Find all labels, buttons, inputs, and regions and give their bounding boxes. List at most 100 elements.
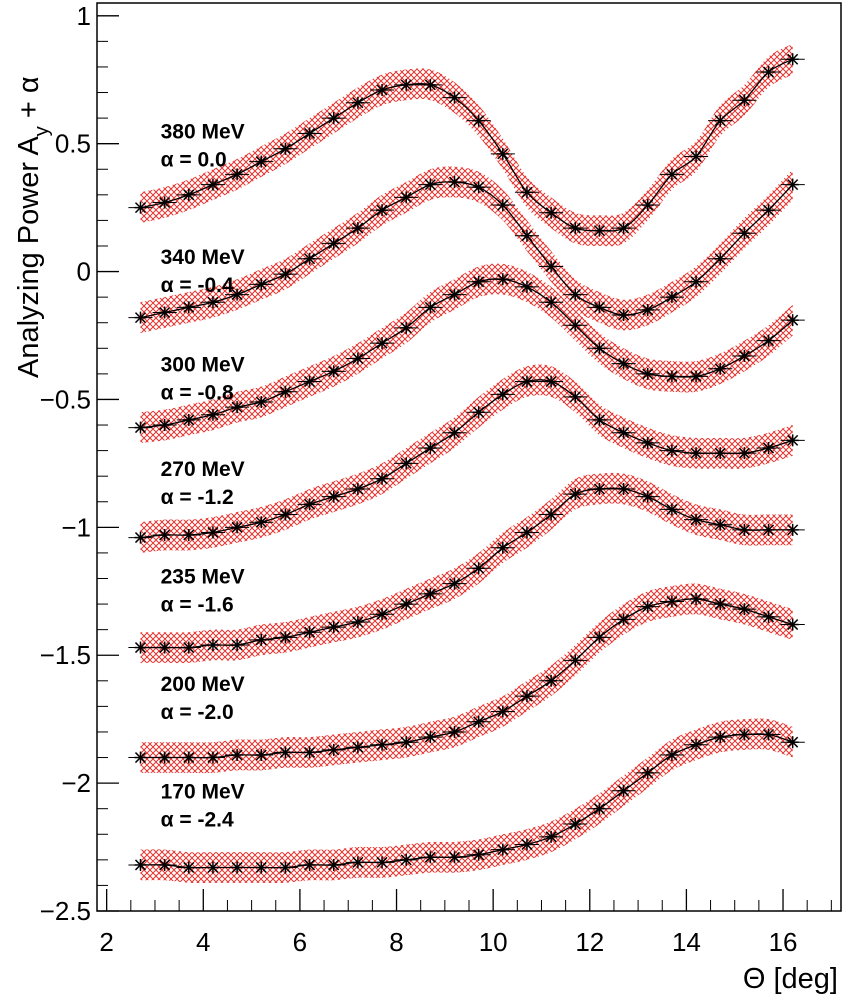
data-point	[635, 199, 660, 212]
data-point	[297, 746, 322, 759]
data-point	[587, 802, 612, 815]
data-point	[394, 78, 419, 91]
data-point	[394, 736, 419, 749]
data-point	[490, 705, 515, 718]
data-point	[732, 227, 757, 240]
data-point	[514, 186, 540, 199]
data-point	[539, 674, 564, 687]
data-point	[418, 851, 443, 864]
data-point	[321, 858, 346, 871]
data-point	[176, 529, 201, 542]
data-point	[297, 498, 322, 511]
data-point	[225, 168, 250, 181]
axes: 2 4 6 8 10 12 14 16 1 0.5 0 −0.5 −1 −1.5 −2 −2.5	[40, 1, 832, 957]
x-tick-label: 6	[293, 927, 307, 957]
data-point	[176, 641, 201, 654]
data-point	[514, 838, 540, 851]
data-point	[683, 370, 709, 383]
data-point	[225, 401, 250, 414]
series-alpha-label: α = -2.0	[161, 701, 234, 724]
data-point	[611, 222, 636, 235]
data-point	[466, 406, 491, 419]
data-point	[200, 178, 226, 191]
y-tick-label: 1	[77, 1, 91, 31]
data-point	[563, 654, 588, 667]
x-tick-label: 10	[479, 927, 508, 957]
data-point	[152, 751, 177, 764]
band-3	[140, 364, 793, 553]
curve-3	[140, 379, 793, 539]
data-point	[225, 638, 250, 651]
y-tick-label: −0.5	[40, 384, 91, 414]
data-point	[732, 94, 757, 107]
data-point	[635, 766, 660, 779]
data-point	[490, 199, 515, 212]
data-point	[249, 861, 274, 874]
data-point	[442, 288, 467, 301]
data-point	[635, 367, 660, 380]
data-point	[756, 728, 781, 741]
data-point	[345, 741, 370, 754]
data-point	[490, 541, 515, 554]
data-point	[780, 434, 805, 447]
series-energy-label: 270 MeV	[161, 458, 245, 481]
data-point	[273, 861, 298, 874]
data-point	[563, 390, 588, 403]
series-alpha-label: α = -1.6	[161, 594, 234, 617]
data-point	[442, 91, 467, 104]
y-axis-title: Analyzing Power Ay + α	[13, 76, 53, 378]
series-alpha-label: α = -2.4	[161, 808, 234, 831]
x-tick-label: 16	[769, 927, 798, 957]
data-point	[225, 748, 250, 761]
data-point	[539, 508, 564, 521]
data-point	[369, 856, 395, 869]
data-point	[659, 503, 684, 516]
x-tick-label: 14	[672, 927, 701, 957]
data-point	[732, 523, 757, 536]
data-point	[200, 638, 226, 651]
series-alpha-label: α = 0.0	[161, 149, 227, 172]
curve-0	[140, 58, 793, 232]
data-point	[539, 375, 564, 388]
data-point	[249, 633, 274, 646]
series-energy-label: 300 MeV	[161, 353, 245, 376]
data-point	[659, 748, 684, 761]
data-point	[490, 388, 515, 401]
data-point	[225, 521, 250, 534]
data-point	[708, 731, 733, 744]
data-point	[128, 858, 153, 871]
data-point	[249, 748, 274, 761]
data-point	[466, 181, 491, 194]
data-point	[369, 337, 395, 350]
data-point	[514, 690, 540, 703]
data-point	[514, 375, 540, 388]
data-point	[394, 853, 419, 866]
data-point	[708, 114, 733, 127]
data-point	[321, 621, 346, 634]
series-alpha-label: α = -0.4	[161, 274, 234, 297]
data-point	[273, 385, 298, 398]
data-point	[345, 856, 370, 869]
data-point	[152, 306, 177, 319]
data-point	[683, 513, 709, 526]
data-point	[514, 280, 540, 293]
data-point	[780, 618, 805, 631]
data-point	[152, 858, 177, 871]
data-point	[539, 206, 564, 219]
y-tick-label: −1	[61, 512, 91, 542]
data-point	[200, 751, 226, 764]
data-point	[321, 112, 346, 125]
data-point	[611, 357, 636, 370]
data-point	[732, 447, 757, 460]
data-point	[128, 311, 153, 324]
data-point	[442, 725, 467, 738]
data-point	[466, 275, 491, 288]
data-point	[563, 288, 588, 301]
data-point	[418, 731, 443, 744]
data-point	[466, 562, 491, 575]
series-energy-label: 235 MeV	[161, 566, 245, 589]
data-points	[128, 53, 805, 874]
data-point	[539, 296, 564, 309]
data-point	[369, 83, 395, 96]
